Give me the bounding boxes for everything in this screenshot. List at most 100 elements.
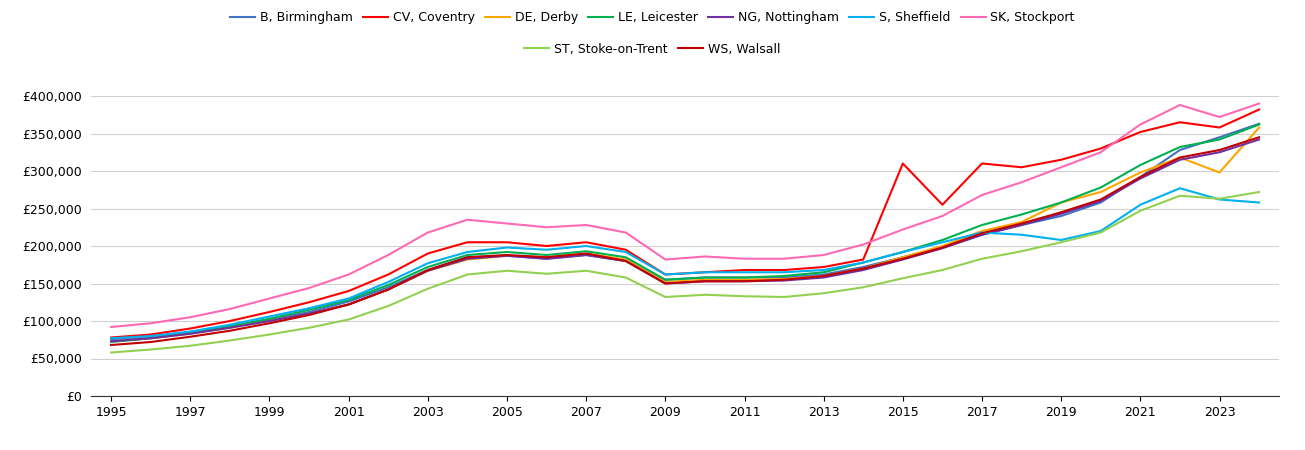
WS, Walsall: [856, 266, 872, 271]
DE, Derby: [262, 318, 278, 324]
B, Birmingham: [183, 330, 198, 336]
ST, Stoke-on-Trent: [341, 317, 356, 322]
NG, Nottingham: [1053, 211, 1069, 216]
CV, Coventry: [459, 239, 475, 245]
CV, Coventry: [856, 257, 872, 262]
DE, Derby: [103, 338, 119, 344]
S, Sheffield: [1014, 232, 1030, 238]
S, Sheffield: [500, 245, 515, 250]
B, Birmingham: [539, 256, 555, 261]
S, Sheffield: [816, 267, 831, 273]
B, Birmingham: [301, 309, 317, 315]
B, Birmingham: [697, 275, 713, 280]
B, Birmingham: [144, 335, 159, 340]
ST, Stoke-on-Trent: [856, 284, 872, 290]
NG, Nottingham: [341, 302, 356, 307]
WS, Walsall: [500, 252, 515, 258]
CV, Coventry: [420, 251, 436, 256]
B, Birmingham: [658, 277, 673, 283]
ST, Stoke-on-Trent: [420, 286, 436, 292]
S, Sheffield: [776, 270, 792, 275]
S, Sheffield: [578, 243, 594, 249]
NG, Nottingham: [301, 311, 317, 316]
DE, Derby: [183, 331, 198, 337]
DE, Derby: [301, 311, 317, 316]
ST, Stoke-on-Trent: [222, 338, 238, 343]
CV, Coventry: [975, 161, 990, 166]
S, Sheffield: [1172, 185, 1188, 191]
WS, Walsall: [697, 279, 713, 284]
Line: CV, Coventry: CV, Coventry: [111, 109, 1259, 338]
NG, Nottingham: [222, 325, 238, 330]
SK, Stockport: [222, 306, 238, 312]
WS, Walsall: [776, 277, 792, 283]
S, Sheffield: [1251, 200, 1267, 205]
DE, Derby: [381, 287, 397, 292]
S, Sheffield: [895, 249, 911, 255]
SK, Stockport: [1014, 180, 1030, 185]
NG, Nottingham: [619, 258, 634, 264]
Line: B, Birmingham: B, Birmingham: [111, 124, 1259, 340]
WS, Walsall: [895, 256, 911, 261]
SK, Stockport: [1053, 165, 1069, 170]
DE, Derby: [420, 268, 436, 274]
LE, Leicester: [578, 248, 594, 254]
ST, Stoke-on-Trent: [144, 347, 159, 352]
ST, Stoke-on-Trent: [103, 350, 119, 355]
LE, Leicester: [539, 252, 555, 258]
B, Birmingham: [1094, 200, 1109, 205]
CV, Coventry: [301, 300, 317, 305]
SK, Stockport: [500, 221, 515, 226]
S, Sheffield: [341, 296, 356, 301]
WS, Walsall: [1094, 197, 1109, 202]
WS, Walsall: [183, 334, 198, 339]
CV, Coventry: [262, 309, 278, 315]
B, Birmingham: [1133, 174, 1148, 180]
Line: DE, Derby: DE, Derby: [111, 127, 1259, 341]
CV, Coventry: [222, 318, 238, 324]
LE, Leicester: [183, 330, 198, 336]
ST, Stoke-on-Trent: [1133, 208, 1148, 213]
DE, Derby: [144, 336, 159, 341]
ST, Stoke-on-Trent: [183, 343, 198, 348]
ST, Stoke-on-Trent: [539, 271, 555, 276]
B, Birmingham: [934, 245, 950, 250]
SK, Stockport: [619, 230, 634, 235]
ST, Stoke-on-Trent: [1251, 189, 1267, 195]
SK, Stockport: [301, 285, 317, 291]
WS, Walsall: [420, 267, 436, 273]
LE, Leicester: [856, 260, 872, 265]
NG, Nottingham: [262, 318, 278, 324]
SK, Stockport: [1251, 101, 1267, 106]
NG, Nottingham: [895, 257, 911, 262]
CV, Coventry: [697, 270, 713, 275]
NG, Nottingham: [934, 246, 950, 251]
Line: LE, Leicester: LE, Leicester: [111, 125, 1259, 342]
ST, Stoke-on-Trent: [301, 325, 317, 330]
WS, Walsall: [1172, 155, 1188, 160]
WS, Walsall: [301, 312, 317, 318]
B, Birmingham: [262, 317, 278, 322]
B, Birmingham: [1014, 222, 1030, 228]
Line: WS, Walsall: WS, Walsall: [111, 137, 1259, 345]
WS, Walsall: [619, 258, 634, 264]
SK, Stockport: [697, 254, 713, 259]
SK, Stockport: [539, 225, 555, 230]
CV, Coventry: [539, 243, 555, 249]
S, Sheffield: [222, 322, 238, 328]
CV, Coventry: [341, 288, 356, 294]
LE, Leicester: [975, 222, 990, 228]
B, Birmingham: [619, 258, 634, 264]
CV, Coventry: [934, 202, 950, 207]
SK, Stockport: [975, 192, 990, 198]
CV, Coventry: [1014, 165, 1030, 170]
LE, Leicester: [1172, 144, 1188, 150]
S, Sheffield: [381, 279, 397, 285]
WS, Walsall: [459, 255, 475, 260]
NG, Nottingham: [381, 287, 397, 292]
NG, Nottingham: [1172, 157, 1188, 162]
B, Birmingham: [103, 337, 119, 342]
S, Sheffield: [1053, 237, 1069, 243]
ST, Stoke-on-Trent: [697, 292, 713, 297]
B, Birmingham: [341, 299, 356, 304]
